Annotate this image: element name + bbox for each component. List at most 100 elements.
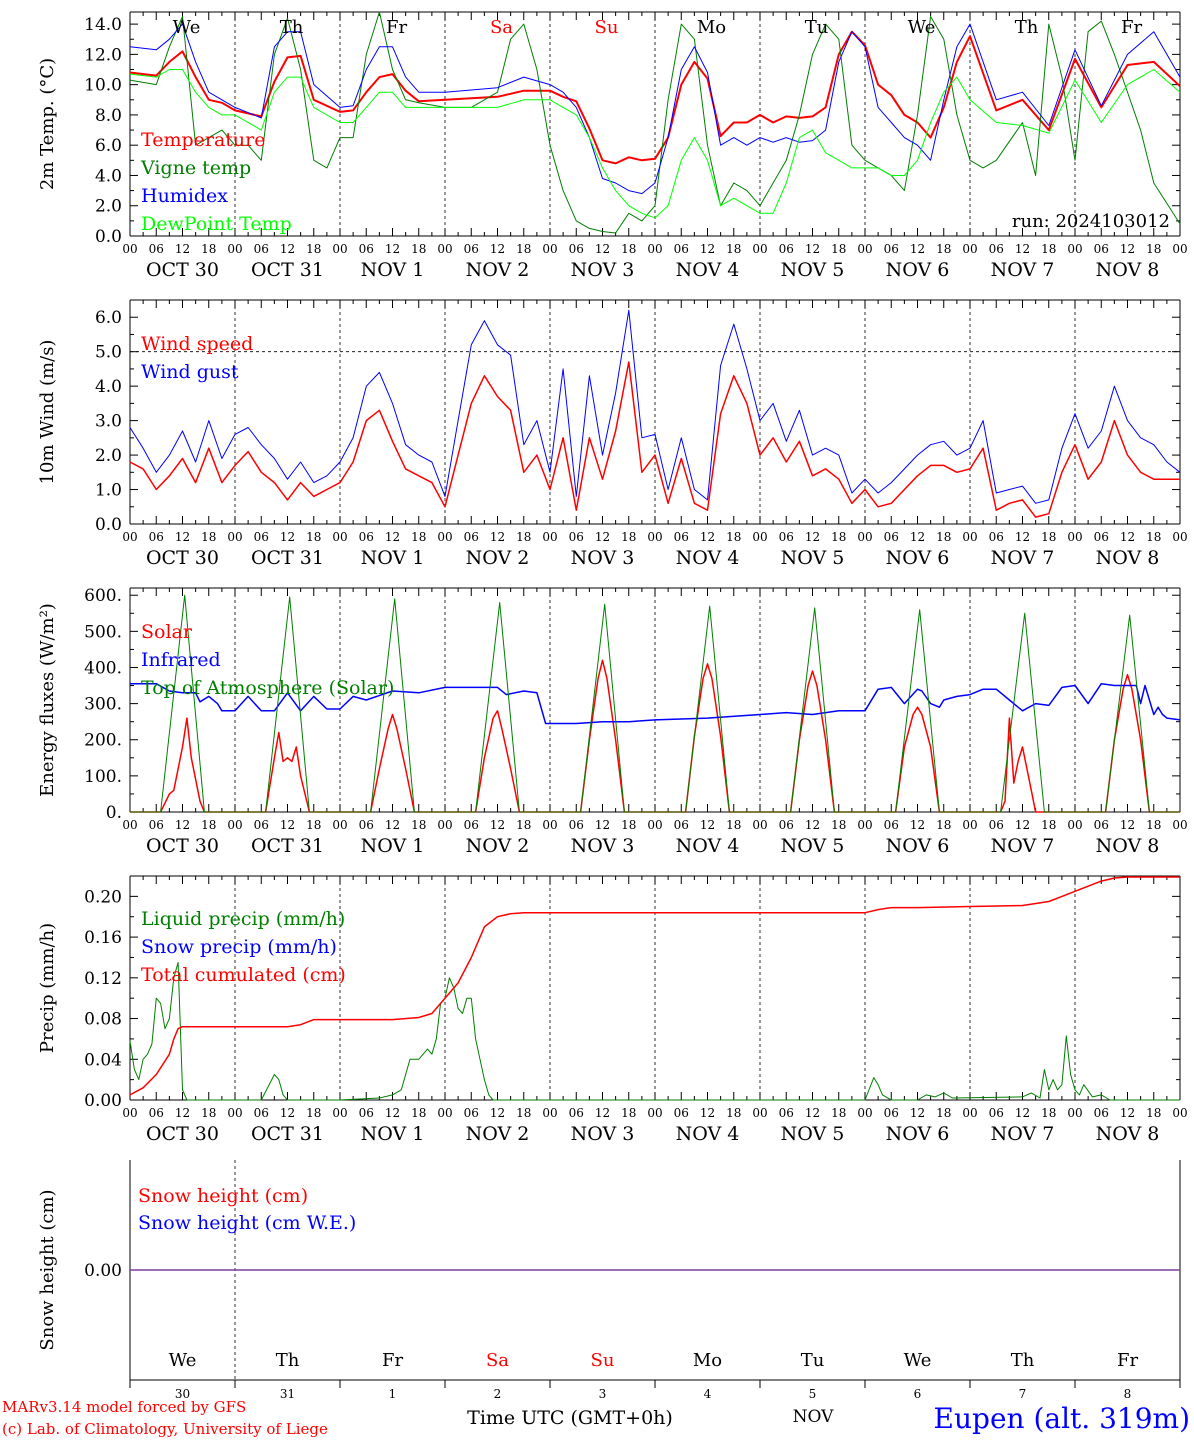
weekday-label: We (904, 1350, 932, 1371)
hour-label: 18 (621, 530, 636, 544)
hour-label: 12 (1120, 818, 1135, 832)
hour-label: 06 (674, 242, 689, 256)
hour-label: 06 (359, 1106, 374, 1120)
hour-label: 18 (1041, 242, 1056, 256)
hour-label: 00 (1067, 530, 1082, 544)
hour-label: 00 (227, 1106, 242, 1120)
day-label: NOV 5 (781, 1123, 845, 1145)
hour-label: 18 (411, 818, 426, 832)
hour-label: 00 (1067, 242, 1082, 256)
day-number: 5 (809, 1387, 817, 1401)
hour-label: 12 (175, 530, 190, 544)
day-label: NOV 2 (466, 1123, 530, 1145)
hour-label: 06 (989, 1106, 1004, 1120)
day-number: 30 (175, 1387, 190, 1401)
hour-label: 06 (569, 818, 584, 832)
day-label: NOV 4 (676, 259, 740, 281)
y-tick-label: 1.0 (95, 481, 122, 501)
hour-label: 12 (910, 818, 925, 832)
day-label: NOV 1 (361, 259, 425, 281)
hour-label: 12 (910, 1106, 925, 1120)
day-label: NOV 4 (676, 547, 740, 569)
hour-label: 00 (437, 530, 452, 544)
y-axis-title: 2m Temp. (°C) (37, 58, 58, 190)
day-label: NOV 4 (676, 835, 740, 857)
hour-label: 18 (516, 242, 531, 256)
hour-label: 12 (1120, 242, 1135, 256)
hour-label: 00 (962, 818, 977, 832)
hour-label: 12 (1120, 1106, 1135, 1120)
day-label: OCT 31 (251, 1123, 324, 1145)
series-line-2 (129, 11, 1181, 234)
y-tick-label: 0.00 (84, 1261, 122, 1281)
day-label: NOV 7 (991, 1123, 1055, 1145)
day-label: NOV 3 (571, 835, 635, 857)
hour-label: 00 (647, 242, 662, 256)
y-tick-label: 14.0 (84, 15, 122, 35)
day-label: NOV 7 (991, 259, 1055, 281)
series-line-1 (129, 361, 1180, 518)
hour-label: 12 (700, 1106, 715, 1120)
hour-label: 12 (385, 530, 400, 544)
hour-label: 00 (437, 242, 452, 256)
hour-label: 00 (437, 818, 452, 832)
day-number: 6 (914, 1387, 922, 1401)
day-label: NOV 3 (571, 547, 635, 569)
y-tick-label: 400. (84, 658, 122, 678)
weekday-label: We (169, 1350, 197, 1371)
legend-entry: Wind gust (141, 361, 239, 383)
panel-2: 00 06 12 18 OCT 30 00 06 12 18 OCT 31 00 06 12 18 NOV … (37, 299, 1188, 569)
hour-label: 12 (175, 242, 190, 256)
series-line-4 (129, 69, 1181, 219)
station-label: Eupen (alt. 319m) (934, 1402, 1190, 1435)
hour-label: 18 (1146, 1106, 1161, 1120)
hour-label: 18 (411, 530, 426, 544)
legend-entry: Vigne temp (140, 157, 251, 179)
hour-label: 00 (542, 242, 557, 256)
hour-label: 18 (201, 530, 216, 544)
day-label: NOV 2 (466, 259, 530, 281)
y-axis-title: Precip (mm/h) (37, 923, 58, 1053)
series-line-3 (129, 23, 1181, 195)
hour-label: 00 (1172, 530, 1187, 544)
hour-label: 18 (306, 818, 321, 832)
hour-label: 12 (1120, 530, 1135, 544)
day-label: NOV 2 (466, 835, 530, 857)
weekday-label: Th (276, 1350, 300, 1371)
model-credit: MARv3.14 model forced by GFS (2, 1398, 246, 1416)
hour-label: 18 (1146, 818, 1161, 832)
hour-label: 00 (1067, 818, 1082, 832)
legend-entry: Snow height (cm W.E.) (138, 1212, 356, 1234)
run-label: run: 2024103012 (1012, 211, 1170, 232)
weekday-label: Mo (697, 17, 726, 38)
hour-label: 18 (726, 1106, 741, 1120)
hour-label: 06 (779, 818, 794, 832)
hour-label: 12 (490, 530, 505, 544)
day-label: OCT 30 (146, 259, 219, 281)
legend-entry: DewPoint Temp (141, 213, 292, 235)
hour-label: 00 (227, 242, 242, 256)
legend-entry: Humidex (141, 185, 228, 207)
hour-label: 00 (122, 242, 137, 256)
hour-label: 06 (254, 818, 269, 832)
lab-credit: (c) Lab. of Climatology, University of L… (2, 1420, 328, 1438)
y-tick-label: 0.16 (84, 928, 122, 948)
hour-label: 00 (542, 818, 557, 832)
day-label: NOV 8 (1096, 1123, 1160, 1145)
day-label: NOV 7 (991, 835, 1055, 857)
hour-label: 00 (122, 1106, 137, 1120)
weekday-label: Tu (801, 1350, 825, 1371)
y-tick-label: 0.0 (95, 515, 122, 535)
hour-label: 18 (726, 818, 741, 832)
hour-label: 12 (280, 530, 295, 544)
hour-label: 06 (359, 242, 374, 256)
hour-label: 12 (385, 818, 400, 832)
hour-label: 06 (359, 818, 374, 832)
day-label: NOV 8 (1096, 259, 1160, 281)
day-number: 31 (280, 1387, 295, 1401)
weekday-label: Sa (486, 1350, 509, 1371)
hour-label: 00 (122, 530, 137, 544)
hour-label: 18 (936, 242, 951, 256)
hour-label: 00 (857, 530, 872, 544)
